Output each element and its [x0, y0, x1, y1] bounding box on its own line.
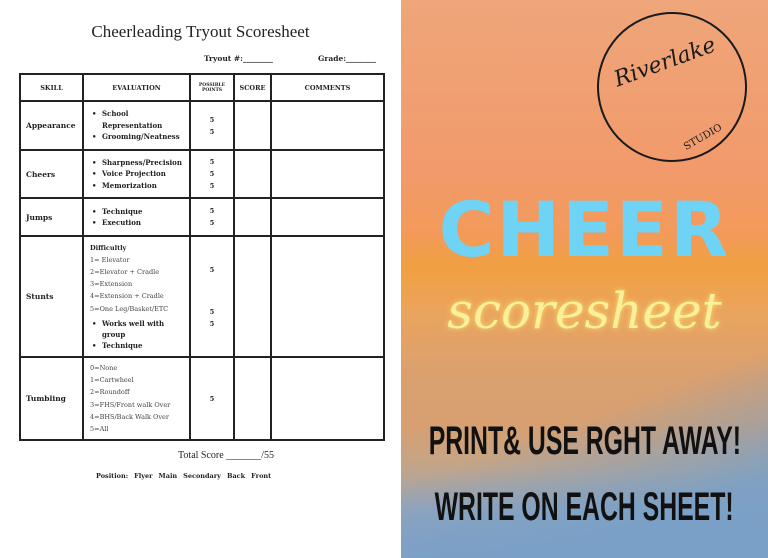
- points: 5: [209, 127, 215, 136]
- points: 5: [209, 182, 215, 190]
- scale-item: 2=Elevator + Cradle: [90, 268, 160, 277]
- scale-item: 5=All: [90, 424, 109, 433]
- position-option: Flyer: [134, 472, 153, 480]
- eval-item: Works well with group: [92, 318, 174, 340]
- difficulty-heading: Difficultly: [90, 243, 127, 252]
- points: 5: [209, 170, 215, 178]
- skill-name: Jumps: [19, 197, 84, 237]
- score-table: SKILL EVALUATION POSSIBLE POINTS SCORE C…: [19, 73, 385, 441]
- points: 5: [209, 394, 215, 403]
- eval-item: Technique: [92, 340, 174, 352]
- scale-item: 0=None: [90, 363, 118, 372]
- header-points: POSSIBLE POINTS: [189, 73, 235, 102]
- table-row: Stunts Difficultly 1= Elevator 2=Elevato…: [19, 235, 385, 358]
- header-score: SCORE: [233, 73, 272, 102]
- comments-cell[interactable]: [270, 149, 385, 199]
- score-cell[interactable]: [233, 100, 272, 151]
- comments-cell[interactable]: [270, 356, 385, 441]
- skill-name: Tumbling: [19, 356, 84, 441]
- points: 5: [209, 319, 215, 328]
- points: 5: [209, 219, 215, 227]
- header-row: SKILL EVALUATION POSSIBLE POINTS SCORE C…: [19, 73, 385, 102]
- eval-item: Grooming/Neatness: [92, 131, 189, 143]
- points: 5: [209, 265, 215, 274]
- promo-panel: [401, 0, 768, 558]
- position-option: Secondary: [183, 472, 221, 480]
- position-option: Back: [226, 472, 246, 480]
- table-row: Appearance School RepresentationGrooming…: [19, 100, 385, 151]
- headline: CHEER: [438, 185, 731, 274]
- total-score: Total Score _______/55: [178, 450, 274, 461]
- scale-item: 3=Extension: [90, 280, 133, 289]
- eval-item: Voice Projection: [92, 168, 189, 180]
- eval-item: Memorization: [92, 180, 189, 192]
- position-option: Main: [158, 472, 178, 480]
- points: 5: [209, 207, 215, 215]
- skill-name: Appearance: [19, 100, 84, 151]
- scale-item: 1=Cartwheel: [90, 376, 134, 385]
- header-evaluation: EVALUATION: [82, 73, 191, 102]
- points: 5: [209, 115, 215, 124]
- score-cell[interactable]: [233, 235, 272, 358]
- score-cell[interactable]: [233, 149, 272, 199]
- scale-item: 4=Extension + Cradle: [90, 292, 164, 301]
- points: 5: [209, 307, 215, 316]
- comments-cell[interactable]: [270, 235, 385, 358]
- cta-line-2: WRITE ON EACH SHEET!: [435, 485, 735, 529]
- points: 5: [209, 158, 215, 166]
- skill-name: Cheers: [19, 149, 84, 199]
- cta-line-1-wrap: PRINT& USE RGHT AWAY!: [401, 418, 768, 464]
- eval-item: Execution: [92, 217, 189, 229]
- scale-item: 1= Elevator: [90, 255, 130, 264]
- grade-field: Grade:________: [318, 54, 377, 63]
- comments-cell[interactable]: [270, 197, 385, 237]
- score-cell[interactable]: [233, 356, 272, 441]
- position-label: Position:: [96, 472, 129, 480]
- scale-item: 2=Roundoff: [90, 388, 130, 397]
- skill-name: Stunts: [19, 235, 84, 358]
- scale-item: 4=BHS/Back Walk Over: [90, 412, 169, 421]
- comments-cell[interactable]: [270, 100, 385, 151]
- cta-line-1: PRINT& USE RGHT AWAY!: [428, 419, 741, 463]
- position-row: Position: Flyer Main Secondary Back Fron…: [96, 472, 271, 480]
- subhead: scoresheet: [447, 282, 722, 340]
- position-option: Front: [251, 472, 272, 480]
- sheet-title: Cheerleading Tryout Scoresheet: [91, 22, 310, 41]
- eval-item: Technique: [92, 206, 189, 218]
- header-comments: COMMENTS: [270, 73, 385, 102]
- scoresheet-page: Cheerleading Tryout Scoresheet Tryout #:…: [0, 0, 401, 558]
- header-skill: SKILL: [19, 73, 84, 102]
- scale-item: 3=FHS/Front walk Over: [90, 400, 171, 409]
- table-row: Cheers Sharpness/PrecisionVoice Projecti…: [19, 149, 385, 199]
- eval-item: Sharpness/Precision: [92, 157, 189, 169]
- scale-item: 5=One Leg/Basket/ETC: [90, 304, 169, 313]
- tryout-number-field: Tryout #:________: [204, 54, 273, 63]
- eval-item: School Representation: [92, 108, 189, 131]
- score-cell[interactable]: [233, 197, 272, 237]
- table-row: Jumps TechniqueExecution 5 5: [19, 197, 385, 237]
- table-row: Tumbling 0=None 1=Cartwheel 2=Roundoff 3…: [19, 356, 385, 441]
- cta-line-2-wrap: WRITE ON EACH SHEET!: [401, 484, 768, 530]
